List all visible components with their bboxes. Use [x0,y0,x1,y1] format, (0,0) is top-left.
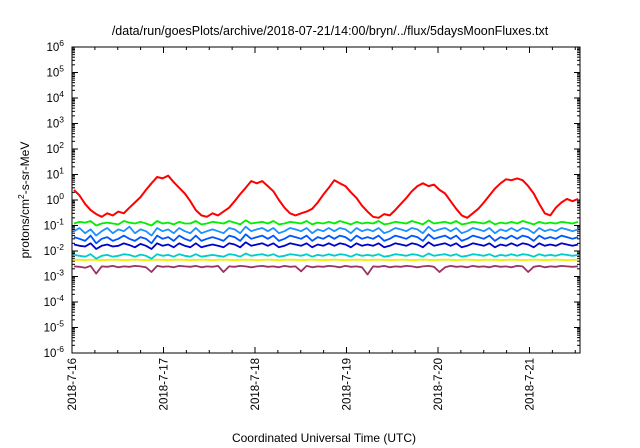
x-tick-label: 2018-7-16 [67,358,79,410]
x-tick-label: 2018-7-19 [342,358,354,410]
series-line [73,241,579,250]
series-line [73,219,579,227]
y-tick-label: 104 [46,89,64,105]
y-tick-label: 10-3 [44,268,65,284]
y-tick-label: 10-6 [44,344,65,360]
y-tick-label: 10-4 [44,293,65,309]
series-line [73,174,579,219]
chart-title: /data/run/goesPlots/archive/2018-07-21/1… [112,24,549,38]
x-tick-label: 2018-7-20 [433,358,445,410]
series-line [73,225,579,237]
y-axis-label-unit: protons/cm [18,199,32,258]
y-tick-label: 100 [46,191,64,207]
y-tick-label: 10-5 [44,319,65,335]
x-tick-label: 2018-7-17 [159,358,171,410]
y-tick-label: 101 [46,166,64,182]
y-tick-label: 102 [46,140,64,156]
y-tick-label: 103 [46,115,64,131]
plot-frame [71,46,581,354]
x-tick-label: 2018-7-21 [525,358,537,410]
x-tick-label: 2018-7-18 [250,358,262,410]
y-tick-label: 10-1 [44,217,65,233]
series-lines [73,174,579,276]
series-line [73,264,579,276]
y-axis-ticks: 10-6 10-5 10-4 10-3 10-2 10-1 100 101 102 103 104 1… [44,38,580,360]
x-axis-label: Coordinated Universal Time (UTC) [232,431,416,445]
y-axis-label: protons/cm2-s-sr-MeV [16,142,32,259]
series-line [73,233,579,245]
series-line [74,258,578,262]
x-axis-ticks: 2018-7-16 2018-7-17 2018-7-18 2018-7-19 2018… [67,47,576,410]
series-line [73,252,579,260]
y-tick-label: 105 [46,64,64,80]
y-tick-label: 10-2 [44,242,65,258]
y-tick-label: 106 [46,38,64,54]
y-axis-label-rest: -s-sr-MeV [18,142,32,195]
y-axis-label-exponent: 2 [16,194,26,199]
